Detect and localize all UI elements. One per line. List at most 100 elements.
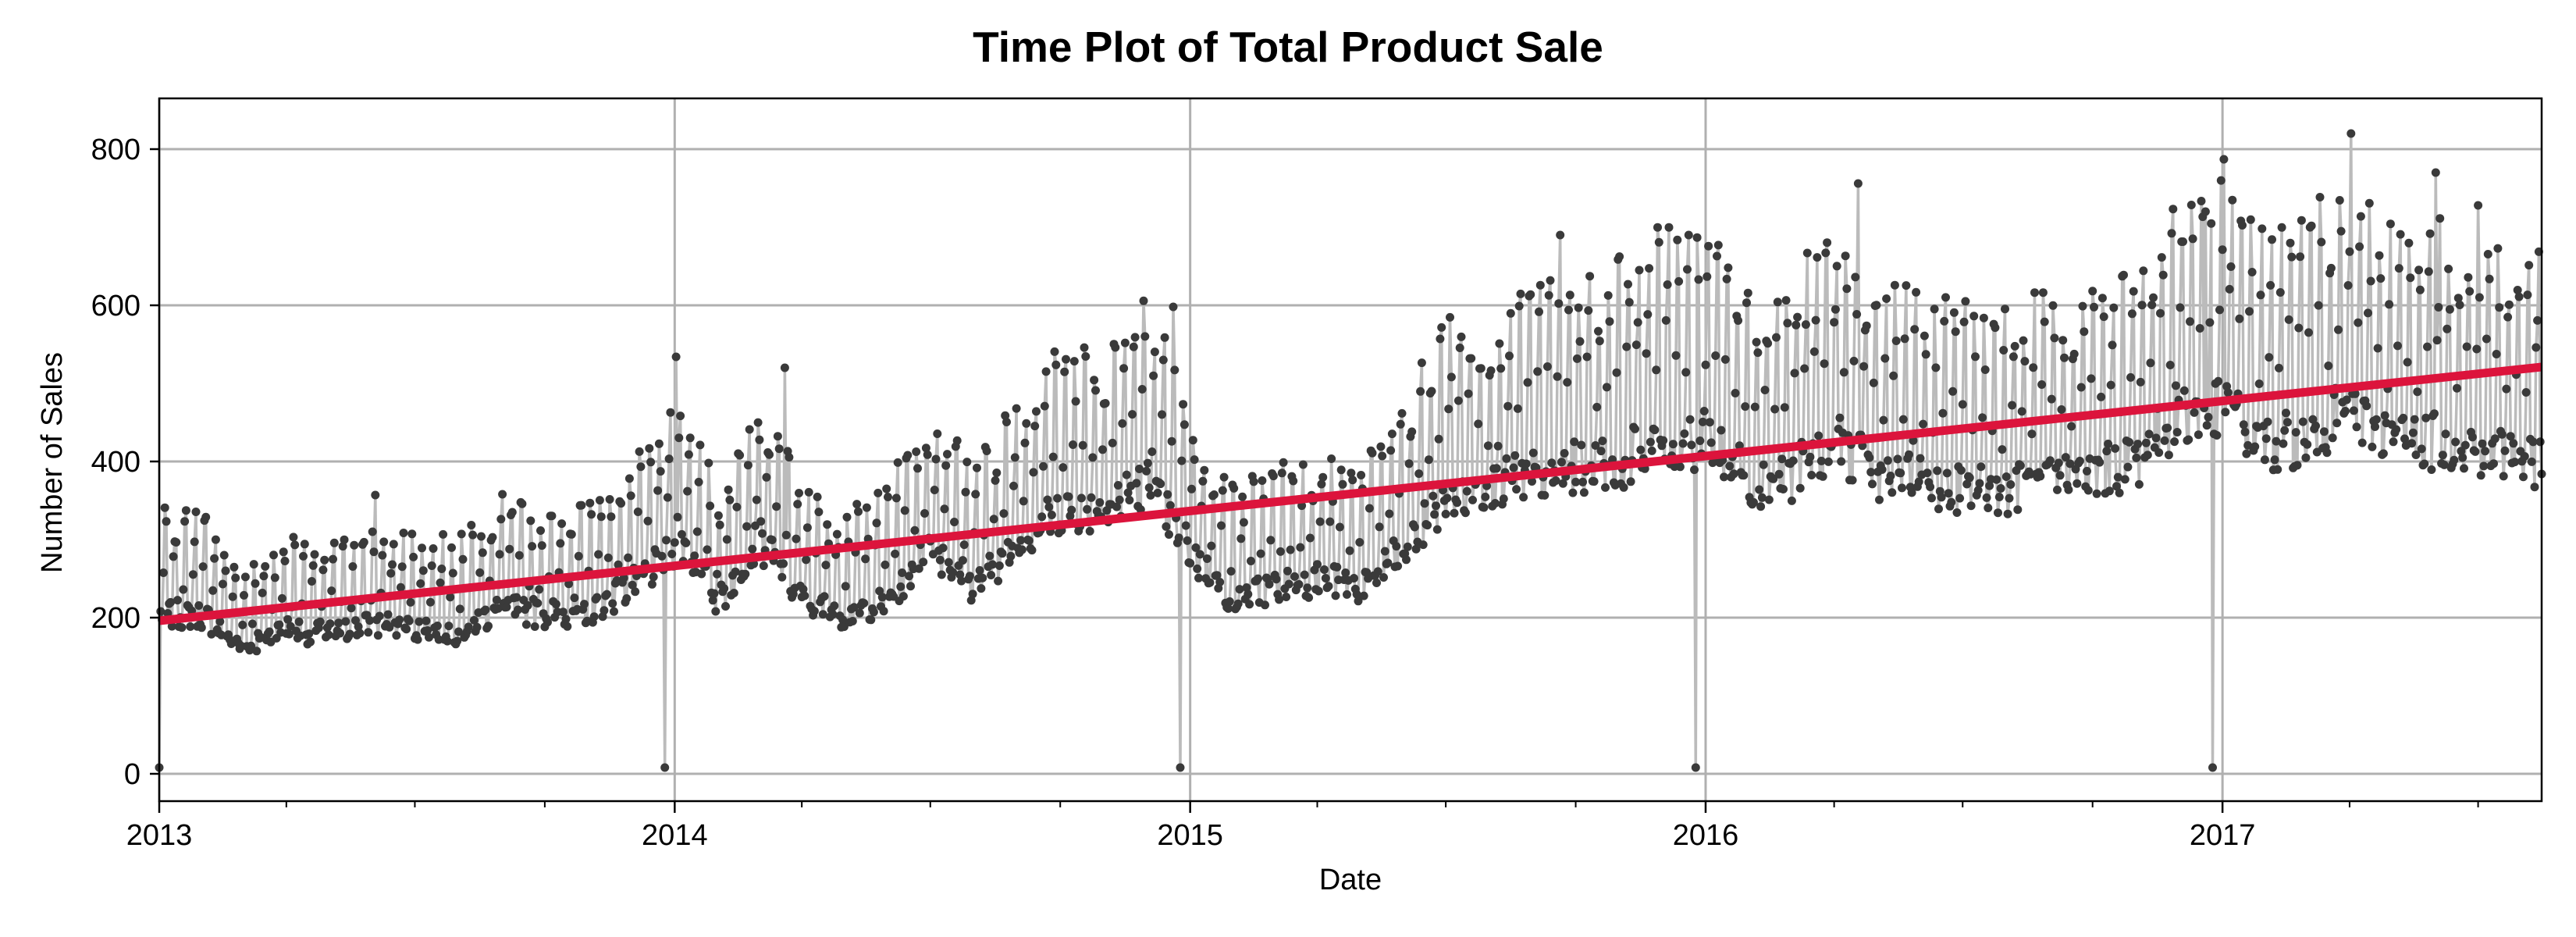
sales-point [240, 590, 248, 600]
sales-point [190, 537, 199, 547]
sales-point [1188, 436, 1197, 445]
sales-point [2414, 265, 2424, 275]
sales-point [530, 622, 539, 631]
sales-point [1378, 451, 1387, 461]
sales-point [1806, 452, 1815, 461]
sales-point [2481, 447, 2490, 456]
sales-point [2532, 343, 2541, 352]
sales-point [2226, 262, 2236, 271]
sales-point [1602, 383, 1611, 392]
sales-point [1265, 579, 1274, 589]
sales-point [354, 622, 363, 631]
sales-point [854, 507, 863, 516]
sales-point [596, 512, 606, 522]
sales-point [348, 562, 358, 571]
sales-point [1286, 545, 1295, 554]
sales-point [755, 435, 764, 444]
sales-point [671, 352, 681, 362]
x-axis-label: Date [1318, 864, 1382, 896]
sales-point [169, 552, 178, 561]
sales-point [1387, 429, 1397, 439]
sales-point [2438, 451, 2447, 460]
sales-point [2386, 219, 2395, 229]
sales-point [1900, 334, 1909, 344]
sales-point [2407, 439, 2417, 448]
sales-point [2460, 464, 2468, 473]
sales-point [208, 586, 218, 595]
sales-point [1926, 483, 1935, 491]
sales-point [1410, 522, 1419, 532]
sales-point [873, 488, 883, 497]
sales-point [994, 576, 1003, 586]
sales-point [1085, 526, 1094, 536]
axes: 0 200 400 600 800 2013 2014 2015 2016 2017 [91, 97, 2543, 852]
sales-point [2298, 417, 2307, 426]
sales-point [1635, 265, 1644, 275]
sales-point [1300, 570, 1309, 579]
sales-point [958, 556, 967, 565]
sales-point [1839, 368, 1848, 377]
sales-point [2297, 216, 2306, 225]
sales-point [2080, 327, 2089, 337]
sales-point [933, 429, 942, 438]
sales-point [2223, 388, 2233, 397]
sales-point [181, 506, 190, 515]
sales-point [1343, 590, 1351, 599]
sales-point [484, 622, 493, 631]
sales-point [1612, 368, 1621, 377]
sales-point [2154, 448, 2164, 458]
y-tick-label: 600 [91, 290, 141, 322]
sales-point [1663, 280, 1672, 289]
sales-point [2020, 357, 2030, 366]
sales-point [2029, 363, 2038, 372]
sales-point [218, 579, 227, 589]
sales-point [624, 474, 634, 483]
sales-point [2479, 461, 2489, 471]
sales-point [2423, 342, 2432, 351]
sales-point [2399, 413, 2408, 422]
grid-lines [158, 98, 2542, 801]
sales-point [900, 506, 909, 515]
sales-point [1314, 586, 1323, 596]
sales-point [329, 554, 337, 564]
sales-point [1087, 493, 1096, 502]
sales-point [1949, 308, 1959, 317]
sales-point [378, 550, 387, 560]
sales-point [1129, 342, 1138, 351]
sales-point [914, 564, 923, 573]
sales-point [1859, 362, 1869, 371]
sales-point [2355, 242, 2364, 251]
sales-point [898, 568, 907, 577]
sales-point [1502, 454, 1511, 463]
x-tick-label: 2013 [126, 819, 193, 852]
sales-point [2240, 427, 2250, 436]
sales-point [1357, 471, 1366, 479]
sales-point [375, 611, 384, 621]
sales-point [1111, 343, 1120, 352]
sales-point [2097, 294, 2107, 303]
sales-point [1200, 465, 1209, 475]
sales-point [2404, 238, 2414, 248]
sales-point [2076, 383, 2086, 392]
sales-point [624, 553, 633, 562]
sales-point [580, 600, 589, 609]
sales-point [2450, 455, 2459, 465]
sales-point [2219, 155, 2229, 164]
sales-point [1503, 401, 1513, 411]
sales-point [167, 622, 176, 631]
sales-point [1162, 522, 1171, 531]
sales-point [994, 561, 1004, 570]
sales-point [444, 622, 454, 631]
sales-point [446, 593, 455, 602]
sales-point [1303, 583, 1312, 593]
sales-point [577, 501, 586, 510]
sales-point [1962, 479, 1972, 489]
sales-point [2137, 301, 2147, 310]
sales-point [2471, 447, 2480, 456]
sales-point [1350, 574, 1358, 583]
sales-point [492, 595, 501, 604]
sales-point [2147, 301, 2157, 309]
sales-point [647, 579, 656, 589]
sales-point [1956, 465, 1966, 475]
sales-point [1176, 763, 1185, 772]
